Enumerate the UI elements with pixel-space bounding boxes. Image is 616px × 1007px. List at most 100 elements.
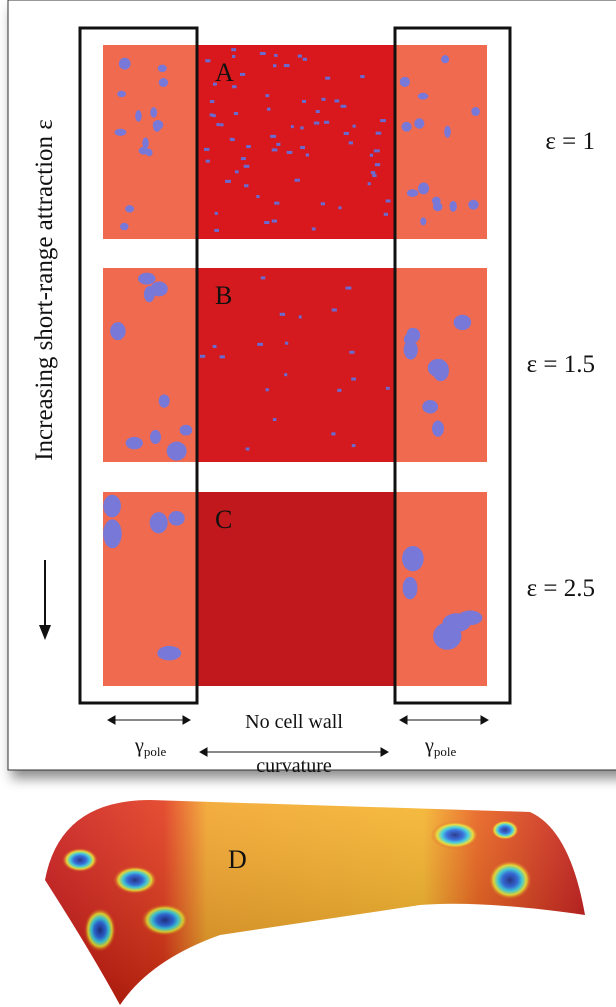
domain bbox=[150, 430, 161, 444]
cluster bbox=[316, 110, 320, 113]
domain bbox=[444, 126, 451, 138]
domain bbox=[117, 91, 126, 98]
cluster bbox=[314, 122, 319, 125]
cluster bbox=[264, 221, 269, 224]
cluster bbox=[338, 206, 341, 209]
panel-label: C bbox=[215, 505, 232, 534]
cluster bbox=[285, 342, 288, 345]
cluster bbox=[374, 149, 380, 152]
domain bbox=[402, 546, 424, 571]
cluster bbox=[267, 108, 270, 111]
domain bbox=[404, 340, 418, 360]
domain bbox=[428, 359, 448, 377]
cluster bbox=[321, 98, 325, 101]
domain bbox=[103, 519, 122, 548]
cluster bbox=[380, 119, 386, 122]
domain bbox=[158, 65, 167, 72]
domain bbox=[153, 120, 164, 130]
cluster bbox=[213, 345, 217, 348]
domain bbox=[159, 78, 168, 87]
domain bbox=[407, 189, 418, 197]
cluster bbox=[376, 132, 382, 135]
domain bbox=[120, 223, 129, 230]
cluster bbox=[204, 148, 209, 151]
domain bbox=[458, 611, 483, 626]
cluster bbox=[240, 73, 245, 76]
cluster bbox=[384, 213, 388, 216]
cluster bbox=[295, 179, 300, 182]
cluster bbox=[349, 141, 353, 144]
domain bbox=[471, 107, 480, 116]
cluster bbox=[300, 126, 303, 129]
cluster bbox=[372, 174, 376, 177]
surface: D bbox=[45, 800, 585, 1005]
epsilon-label: ε = 2.5 bbox=[527, 575, 595, 602]
domain bbox=[420, 217, 426, 225]
domain bbox=[139, 147, 149, 155]
cluster bbox=[272, 148, 278, 151]
domain bbox=[422, 400, 438, 414]
cluster bbox=[231, 48, 236, 51]
cluster bbox=[246, 145, 251, 148]
domain bbox=[402, 122, 412, 132]
cluster bbox=[300, 146, 305, 149]
figure: Aε = 1Bε = 1.5Cε = 2.5 Increasing short-… bbox=[0, 0, 616, 1007]
cluster bbox=[352, 125, 355, 128]
cluster bbox=[352, 444, 356, 447]
cluster bbox=[337, 389, 341, 392]
domain bbox=[103, 495, 121, 518]
cluster bbox=[298, 55, 302, 58]
middle-label: curvature bbox=[256, 755, 332, 777]
cluster bbox=[200, 355, 205, 358]
domain bbox=[126, 437, 143, 449]
domain bbox=[119, 58, 131, 70]
cluster bbox=[284, 64, 290, 67]
cluster bbox=[266, 388, 269, 391]
cluster bbox=[386, 199, 391, 202]
cluster bbox=[371, 171, 375, 174]
domain bbox=[433, 202, 443, 211]
domain bbox=[159, 394, 170, 407]
domain bbox=[454, 315, 471, 330]
domain bbox=[441, 55, 449, 63]
cluster bbox=[246, 447, 250, 450]
cluster bbox=[287, 151, 293, 154]
cluster bbox=[273, 418, 277, 421]
cluster bbox=[299, 315, 302, 318]
cluster bbox=[215, 212, 218, 215]
cluster bbox=[256, 195, 259, 198]
axis-label: Increasing short-range attraction ε bbox=[31, 119, 58, 461]
cluster bbox=[261, 276, 265, 279]
cluster bbox=[220, 123, 224, 126]
cluster bbox=[302, 100, 306, 103]
cluster bbox=[303, 58, 307, 61]
pole-symbol: γ bbox=[134, 735, 144, 757]
cluster bbox=[276, 143, 280, 146]
cluster bbox=[273, 64, 276, 67]
pole-symbol: γ bbox=[424, 735, 434, 757]
cluster bbox=[241, 157, 246, 160]
cluster bbox=[341, 105, 347, 108]
domain bbox=[157, 646, 181, 661]
epsilon-label: ε = 1.5 bbox=[527, 351, 595, 378]
domain bbox=[138, 273, 155, 285]
domain bbox=[168, 511, 184, 526]
middle-label: No cell wall bbox=[245, 711, 343, 733]
cluster bbox=[375, 163, 380, 166]
domain bbox=[449, 201, 456, 212]
cluster bbox=[344, 132, 349, 135]
cluster bbox=[360, 75, 364, 78]
cluster bbox=[325, 77, 330, 80]
domain bbox=[150, 107, 157, 118]
panel-label: A bbox=[215, 58, 234, 87]
cluster bbox=[260, 52, 266, 55]
pole-subscript: pole bbox=[434, 744, 457, 759]
cluster bbox=[205, 59, 210, 62]
domain bbox=[403, 577, 418, 600]
domain bbox=[125, 205, 134, 212]
cluster bbox=[334, 99, 339, 102]
cluster bbox=[257, 343, 263, 346]
cluster bbox=[368, 182, 371, 185]
cluster bbox=[351, 378, 356, 381]
domain bbox=[150, 512, 168, 533]
